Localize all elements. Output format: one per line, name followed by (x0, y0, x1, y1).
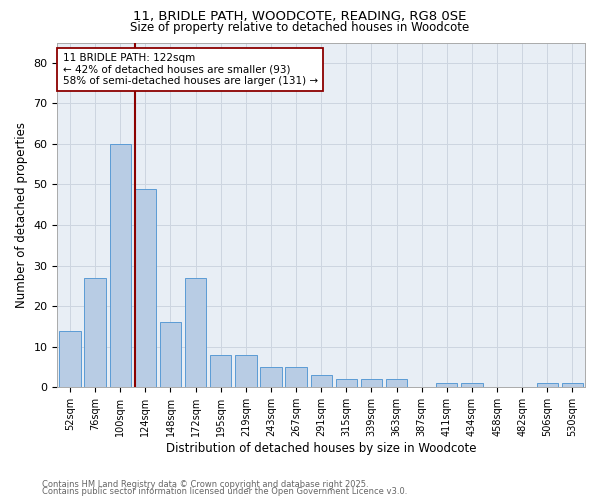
Bar (286, 367, 307, 388)
Bar (361, 379, 382, 388)
Bar (235, 355, 257, 388)
Bar (562, 384, 583, 388)
Bar (85, 278, 106, 388)
Bar (134, 188, 156, 388)
Bar (210, 355, 232, 388)
Bar (110, 144, 131, 388)
Bar (59, 330, 80, 388)
Bar (160, 322, 181, 388)
X-axis label: Distribution of detached houses by size in Woodcote: Distribution of detached houses by size … (166, 442, 476, 455)
Text: 11 BRIDLE PATH: 122sqm
← 42% of detached houses are smaller (93)
58% of semi-det: 11 BRIDLE PATH: 122sqm ← 42% of detached… (62, 53, 318, 86)
Bar (436, 384, 457, 388)
Y-axis label: Number of detached properties: Number of detached properties (15, 122, 28, 308)
Bar (536, 384, 558, 388)
Bar (185, 278, 206, 388)
Bar (260, 367, 281, 388)
Bar (335, 379, 357, 388)
Text: Contains public sector information licensed under the Open Government Licence v3: Contains public sector information licen… (42, 487, 407, 496)
Bar (386, 379, 407, 388)
Text: Contains HM Land Registry data © Crown copyright and database right 2025.: Contains HM Land Registry data © Crown c… (42, 480, 368, 489)
Text: Size of property relative to detached houses in Woodcote: Size of property relative to detached ho… (130, 21, 470, 34)
Text: 11, BRIDLE PATH, WOODCOTE, READING, RG8 0SE: 11, BRIDLE PATH, WOODCOTE, READING, RG8 … (133, 10, 467, 23)
Bar (461, 384, 482, 388)
Bar (311, 375, 332, 388)
